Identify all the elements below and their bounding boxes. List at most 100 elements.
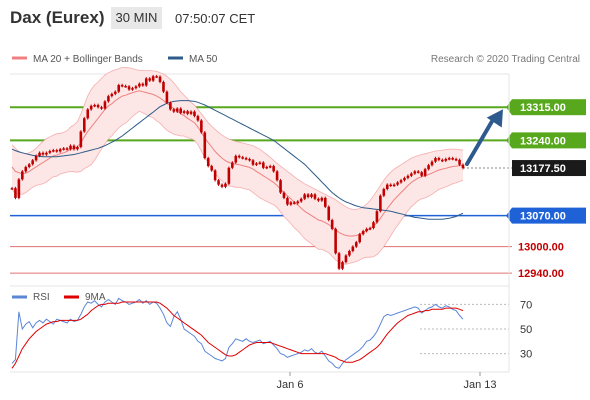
price-body xyxy=(117,85,121,92)
price-body xyxy=(454,158,458,161)
price-body xyxy=(31,160,34,165)
price-body xyxy=(406,175,410,178)
level-label-0: 13315.00 xyxy=(520,102,566,114)
price-body xyxy=(258,162,262,165)
ma50-line xyxy=(11,100,464,220)
price-body xyxy=(58,149,62,152)
level-label-5: 12940.00 xyxy=(518,268,564,280)
rsi-tick-50: 50 xyxy=(520,324,532,336)
price-body xyxy=(399,180,403,183)
timestamp: 07:50:07 CET xyxy=(175,11,256,26)
timeframe-button[interactable]: 30 MIN xyxy=(111,7,162,29)
bollinger-lower-line xyxy=(11,110,464,265)
x-tick-label-1: Jan 13 xyxy=(463,379,496,391)
price-body xyxy=(348,251,351,256)
research-credit: Research © 2020 Trading Central xyxy=(431,54,580,65)
price-body xyxy=(299,198,303,202)
price-body xyxy=(10,188,14,190)
price-body xyxy=(368,228,372,230)
price-body xyxy=(423,169,427,176)
price-body xyxy=(358,234,362,243)
price-body xyxy=(289,202,293,205)
price-body xyxy=(282,192,286,198)
price-body xyxy=(268,166,272,168)
ma50-polyline xyxy=(11,100,464,220)
price-body xyxy=(279,180,282,193)
price-body xyxy=(231,162,234,168)
instrument-title: Dax (Eurex) xyxy=(10,8,105,27)
price-body xyxy=(89,105,93,110)
price-body xyxy=(14,188,17,198)
price-body xyxy=(241,157,244,159)
price-body xyxy=(196,116,200,121)
price-body xyxy=(461,164,465,169)
rsi-tick-70: 70 xyxy=(520,299,532,311)
price-line xyxy=(10,74,465,271)
price-body xyxy=(379,195,382,212)
price-body xyxy=(82,118,86,132)
level-label-box-3 xyxy=(512,207,586,224)
price-body xyxy=(179,108,182,113)
price-body xyxy=(24,166,28,172)
price-body xyxy=(286,197,289,205)
price-body xyxy=(38,152,41,156)
price-body xyxy=(217,180,220,185)
price-body xyxy=(131,88,134,90)
price-body xyxy=(237,155,241,158)
price-body xyxy=(175,108,179,112)
price-body xyxy=(21,171,24,180)
rsi-tick-30: 30 xyxy=(520,349,532,361)
price-body xyxy=(227,167,231,184)
level-label-3: 13070.00 xyxy=(520,211,566,223)
price-body xyxy=(313,194,317,199)
price-body xyxy=(437,158,441,160)
price-body xyxy=(320,197,324,201)
price-body xyxy=(65,148,69,150)
price-body xyxy=(210,166,213,171)
price-body xyxy=(148,78,152,81)
price-body xyxy=(172,109,176,112)
price-body xyxy=(385,184,389,190)
price-body xyxy=(255,163,258,165)
price-body xyxy=(296,201,300,204)
price-body xyxy=(93,104,96,107)
price-body xyxy=(389,184,393,187)
price-body xyxy=(144,78,148,86)
price-body xyxy=(351,246,355,252)
price-body xyxy=(186,111,189,114)
level-labels: 13315.00 13240.00 13177.50 13070.00 13000.00… xyxy=(506,99,586,280)
price-body xyxy=(413,171,417,174)
price-body xyxy=(365,228,368,232)
price-body xyxy=(248,158,251,161)
price-body xyxy=(151,76,155,81)
price-body xyxy=(45,152,48,155)
bollinger-bands xyxy=(11,67,464,265)
price-body xyxy=(410,173,413,176)
price-body xyxy=(392,184,396,187)
price-body xyxy=(203,132,207,159)
price-body xyxy=(337,253,341,269)
price-body xyxy=(41,152,45,155)
price-body xyxy=(127,86,131,90)
rsi-ma-line xyxy=(11,301,464,369)
price-body xyxy=(416,171,420,173)
price-body xyxy=(96,104,100,108)
forecast-arrow xyxy=(465,109,503,167)
price-body xyxy=(382,189,386,196)
price-body xyxy=(354,242,358,247)
price-body xyxy=(327,206,331,221)
price-body xyxy=(69,145,72,150)
price-body xyxy=(420,172,423,176)
price-body xyxy=(17,179,21,198)
price-body xyxy=(79,131,83,148)
price-body xyxy=(189,111,193,114)
x-axis-ticks: Jan 6 Jan 13 xyxy=(277,372,497,391)
price-body xyxy=(372,222,375,229)
price-body xyxy=(141,83,145,86)
price-body xyxy=(244,158,248,160)
price-body xyxy=(162,81,165,92)
price-body xyxy=(110,93,114,97)
price-body xyxy=(251,160,255,165)
price-body xyxy=(430,161,434,166)
price-body xyxy=(220,184,224,187)
